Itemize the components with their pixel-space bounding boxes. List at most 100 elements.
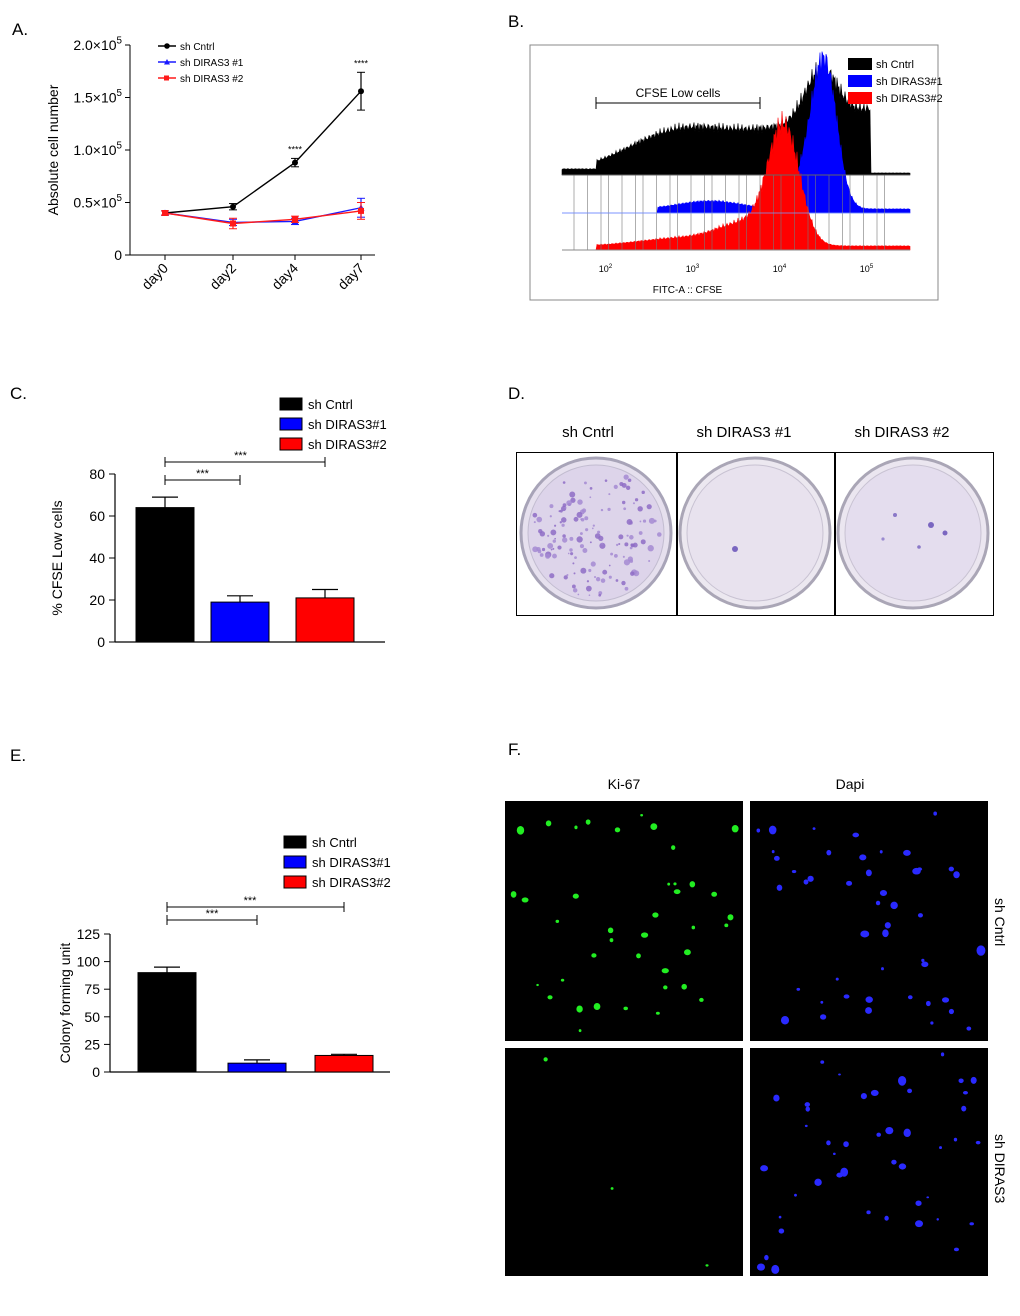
colony <box>586 580 590 583</box>
nucleus <box>650 823 658 831</box>
data-point <box>358 207 364 214</box>
significance-mark: **** <box>288 144 303 154</box>
colony <box>545 553 551 559</box>
colony <box>638 531 643 535</box>
nucleus <box>826 849 832 856</box>
colony <box>585 585 592 592</box>
nucleus <box>771 850 775 854</box>
colony <box>569 491 576 498</box>
colony <box>566 500 572 506</box>
nucleus <box>879 850 883 854</box>
colony <box>588 568 592 573</box>
y-tick-label: 2.0×105 <box>73 36 122 53</box>
nucleus <box>917 913 923 918</box>
colony <box>572 588 578 593</box>
nucleus <box>756 1263 765 1271</box>
legend-marker <box>164 43 170 49</box>
bar <box>135 507 195 643</box>
nucleus <box>711 891 718 897</box>
nucleus <box>921 961 929 968</box>
nucleus <box>661 968 669 974</box>
colony <box>627 478 632 483</box>
nucleus <box>673 882 677 886</box>
y-tick-label: 1.0×105 <box>73 141 122 158</box>
colony <box>538 529 543 534</box>
colony <box>623 507 627 511</box>
dish-frame-2 <box>676 452 836 616</box>
colony <box>589 541 592 544</box>
colony <box>549 515 552 518</box>
colony <box>600 508 604 512</box>
nucleus <box>731 824 739 833</box>
colony <box>562 537 568 543</box>
colony <box>608 493 611 496</box>
nucleus <box>838 1073 841 1076</box>
nucleus <box>890 901 898 910</box>
nucleus <box>572 893 579 899</box>
nucleus <box>917 867 923 871</box>
colony <box>630 571 635 576</box>
nucleus <box>891 1159 897 1165</box>
x-tick-label: day4 <box>268 260 301 293</box>
nucleus <box>903 849 911 856</box>
significance-mark: *** <box>206 908 220 920</box>
nucleus <box>547 995 553 1000</box>
colony <box>547 534 550 537</box>
colony <box>614 553 618 558</box>
nucleus <box>969 1222 974 1226</box>
significance-mark: *** <box>234 450 248 462</box>
nucleus <box>804 1124 808 1128</box>
colony <box>541 547 546 552</box>
colony <box>618 542 621 546</box>
colony <box>562 534 566 538</box>
nucleus <box>826 1140 831 1146</box>
colony <box>637 506 643 512</box>
nucleus <box>545 820 552 827</box>
y-axis-label: Colony forming unit <box>57 943 73 1064</box>
colony <box>624 586 629 591</box>
nucleus <box>820 1060 825 1064</box>
y-tick-label: 1.5×105 <box>73 88 122 105</box>
y-tick-label: 0 <box>97 634 105 650</box>
nucleus <box>866 1210 871 1215</box>
nucleus <box>671 845 676 850</box>
fluor-col-label-dapi: Dapi <box>835 776 865 792</box>
nucleus <box>933 811 937 816</box>
nucleus <box>516 825 525 835</box>
colony <box>549 573 555 579</box>
nucleus <box>953 871 960 879</box>
colony <box>648 517 655 524</box>
colony <box>589 496 592 499</box>
colony <box>533 521 536 524</box>
legend-marker <box>164 75 169 81</box>
y-tick-label: 80 <box>89 466 105 482</box>
nucleus <box>764 1254 769 1261</box>
colony <box>642 519 647 523</box>
colony <box>564 506 567 509</box>
series-line <box>164 210 362 225</box>
nucleus <box>667 882 671 886</box>
y-tick-label: 0 <box>114 247 122 263</box>
colony <box>585 528 589 532</box>
nucleus <box>663 985 668 990</box>
significance-mark: *** <box>244 895 258 907</box>
colony <box>571 584 576 589</box>
colony <box>562 503 567 508</box>
series-line <box>164 90 362 214</box>
dish-label-3: sh DIRAS3 #2 <box>854 424 950 441</box>
nucleus <box>804 1102 811 1107</box>
fluor-row-label-cntrl: sh Cntrl <box>992 898 1008 947</box>
bar <box>227 1062 287 1073</box>
nucleus <box>953 1247 959 1252</box>
nucleus <box>812 827 816 830</box>
nucleus <box>843 994 850 999</box>
panel-letter-d: D. <box>508 384 525 403</box>
legend-swatch <box>283 855 307 869</box>
colony <box>573 572 576 575</box>
colony <box>536 516 543 523</box>
data-point <box>292 159 298 166</box>
nucleus <box>852 832 860 838</box>
colony <box>626 519 633 525</box>
